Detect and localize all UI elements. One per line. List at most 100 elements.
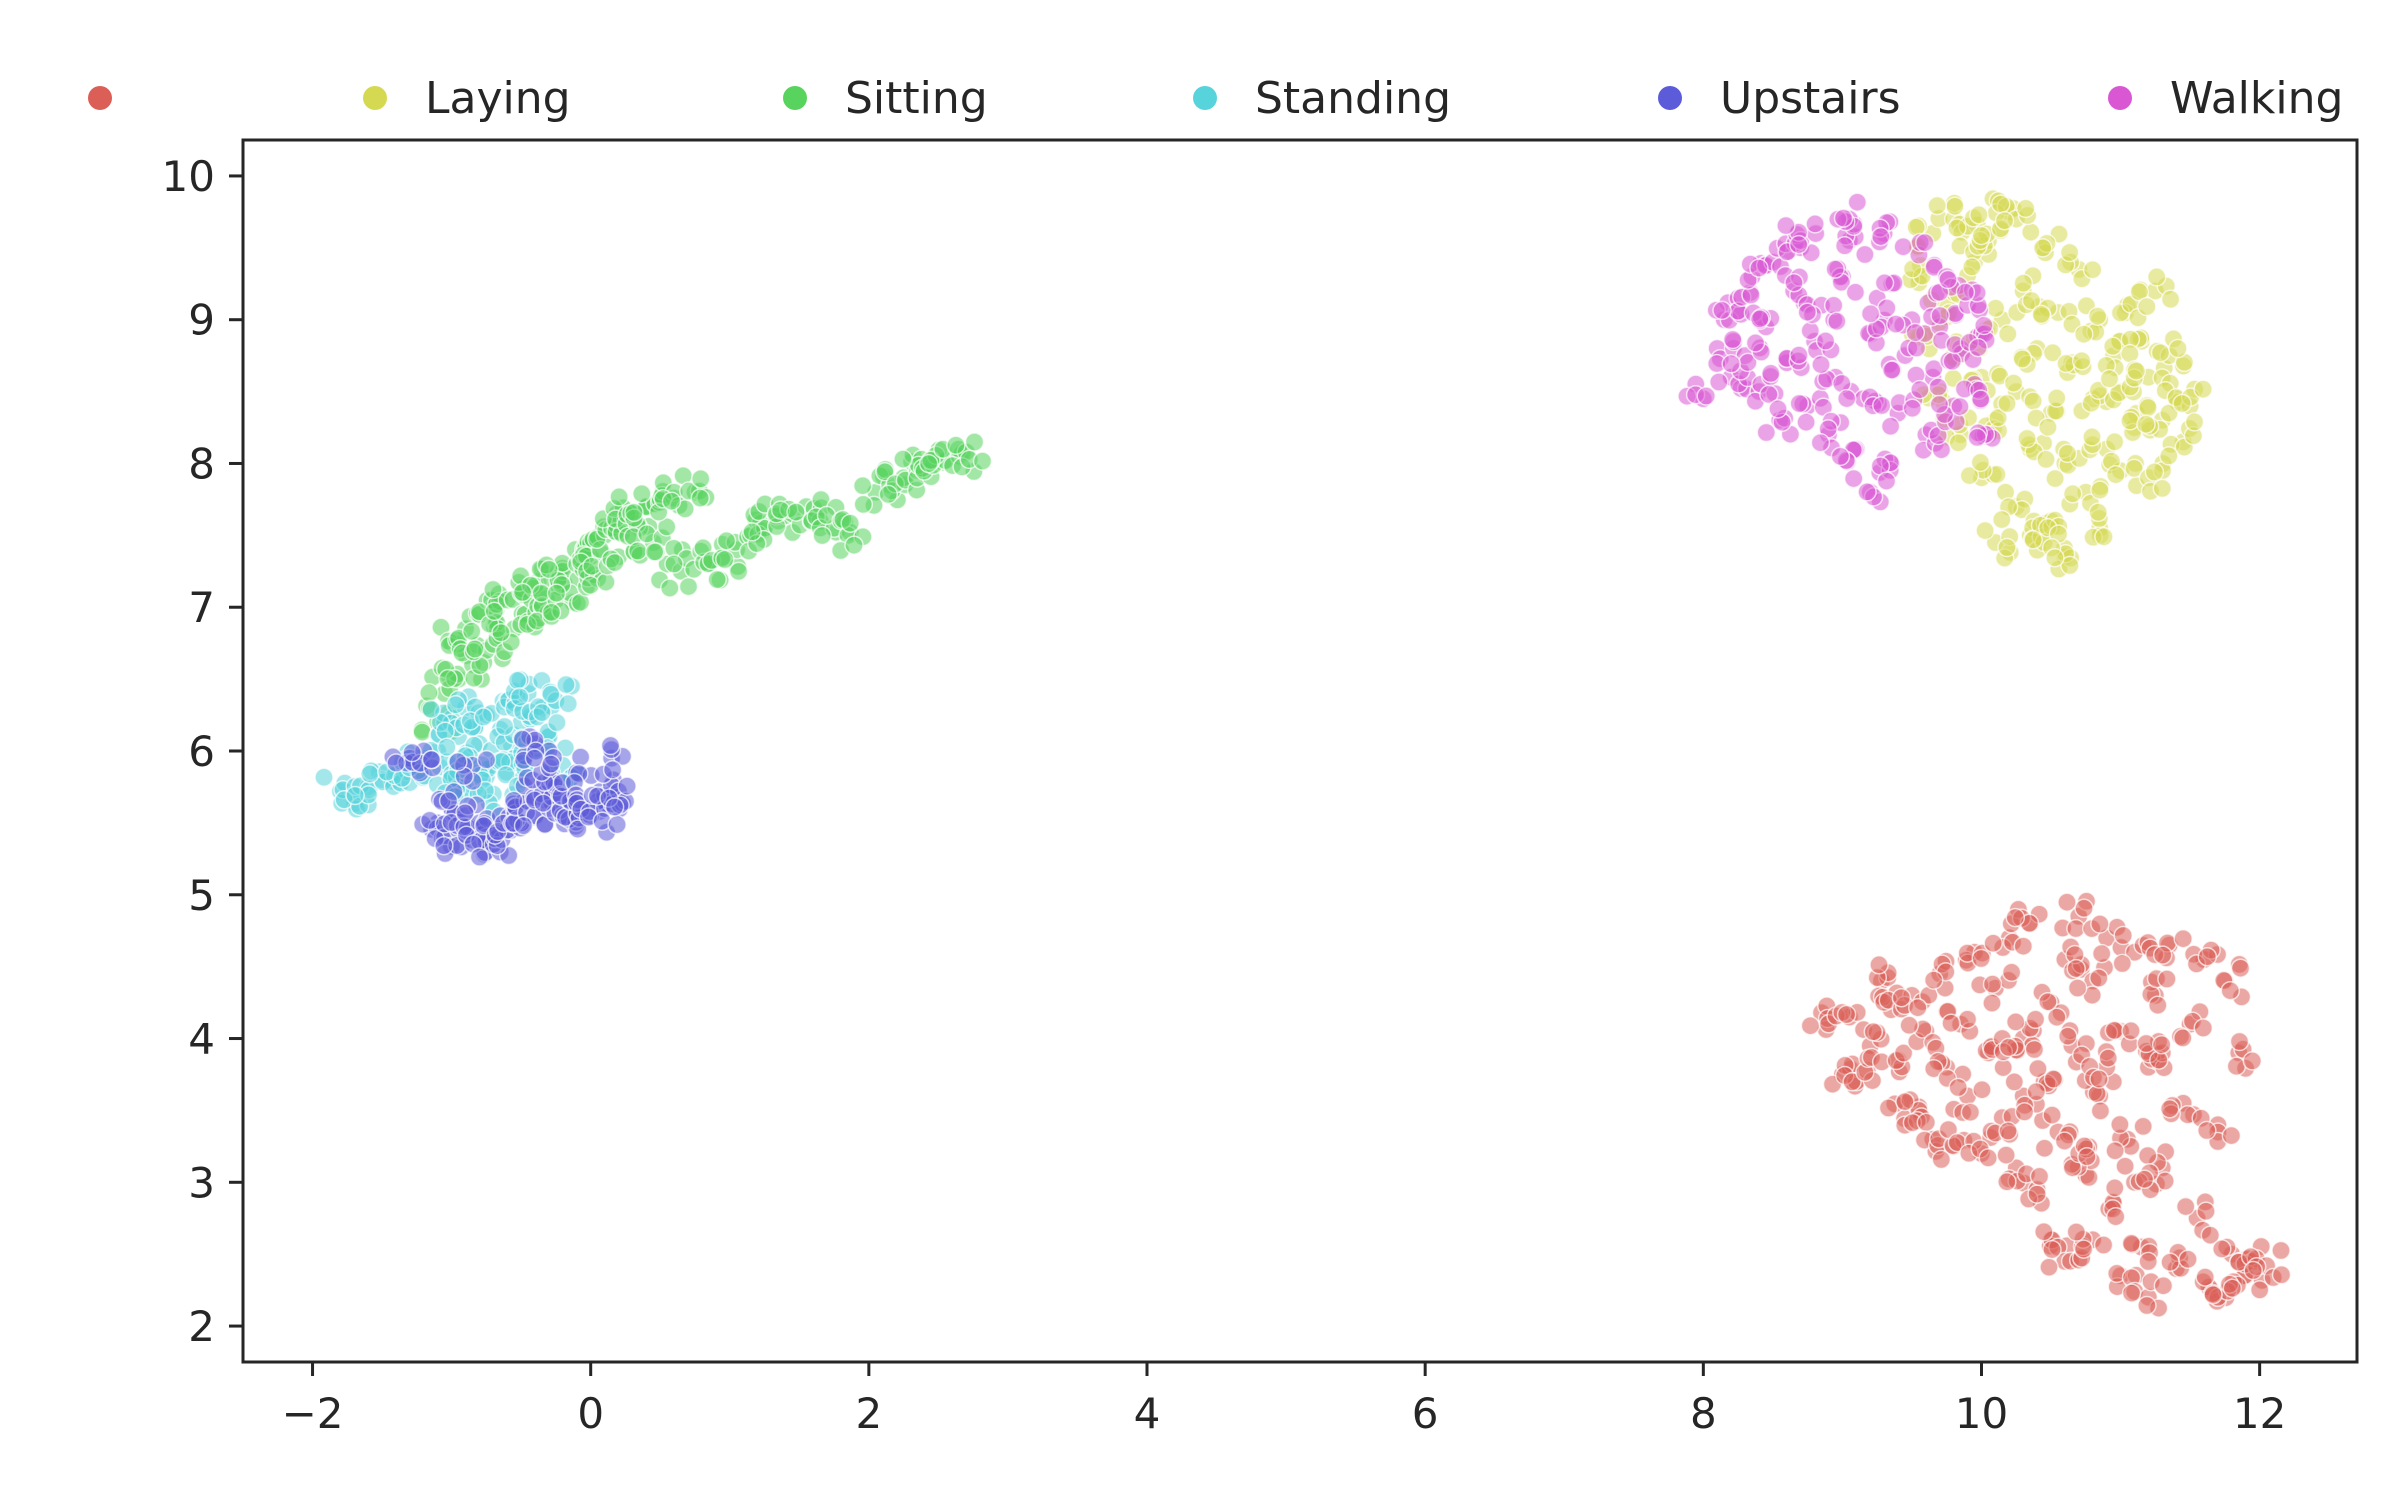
scatter-point <box>419 683 439 703</box>
scatter-point <box>1891 987 1912 1008</box>
scatter-point <box>1960 1102 1981 1122</box>
scatter-point <box>1899 1015 1919 1036</box>
scatter-point <box>2057 443 2078 464</box>
scatter-point <box>1930 305 1950 326</box>
scatter-point <box>1827 311 1847 332</box>
scatter-point <box>1982 993 2002 1013</box>
scatter-point <box>2094 527 2114 547</box>
scatter-point <box>715 549 735 570</box>
x-tick-label: 0 <box>577 1389 604 1438</box>
scatter-point <box>2229 1031 2250 1052</box>
scatter-point <box>690 488 710 508</box>
scatter-point <box>2249 1280 2270 1300</box>
scatter-point <box>1923 970 1944 990</box>
scatter-point <box>513 815 534 836</box>
scatter-point <box>1722 329 1743 350</box>
scatter-point <box>2032 238 2053 258</box>
scatter-point <box>1969 205 1989 225</box>
x-tick-label: 2 <box>855 1389 882 1438</box>
scatter-point <box>2104 432 2125 452</box>
scatter-point <box>1837 388 1857 409</box>
scatter-point <box>624 502 644 523</box>
scatter-point <box>1788 234 1809 255</box>
scatter-point <box>2099 369 2120 389</box>
legend-marker <box>363 86 387 110</box>
scatter-point <box>1836 1004 1857 1025</box>
scatter-point <box>1847 192 1868 212</box>
scatter-point <box>434 835 454 856</box>
scatter-point <box>386 753 406 773</box>
scatter-point <box>2175 1196 2196 1217</box>
scatter-point <box>1959 465 1980 486</box>
scatter-point <box>2066 1222 2087 1242</box>
y-tick-label: 7 <box>188 583 215 632</box>
scatter-point <box>473 707 494 727</box>
legend-label: Walking <box>2170 73 2343 124</box>
scatter-point <box>1997 1172 2017 1192</box>
scatter-point <box>1971 225 1992 246</box>
scatter-point <box>1811 354 1831 375</box>
legend-label: Standing <box>1255 73 1451 124</box>
scatter-point <box>2160 1252 2180 1272</box>
scatter-point <box>541 684 561 705</box>
scatter-point <box>546 583 567 603</box>
x-tick-label: 8 <box>1690 1389 1717 1438</box>
scatter-point <box>2042 1239 2062 1260</box>
scatter-point <box>1902 398 1923 419</box>
scatter-point <box>2105 1141 2125 1161</box>
scatter-point <box>2196 1201 2216 1222</box>
scatter-point <box>2089 1069 2109 1089</box>
scatter-point <box>1857 482 1877 502</box>
scatter-point <box>2137 296 2157 317</box>
scatter-point <box>656 517 677 537</box>
legend-marker <box>88 86 112 110</box>
scatter-point <box>2034 1138 2055 1159</box>
scatter-point <box>1908 997 1928 1018</box>
scatter-point <box>2038 991 2058 1012</box>
scatter-point <box>2023 530 2043 550</box>
scatter-point <box>1776 215 1796 236</box>
scatter-point <box>1881 360 1902 380</box>
scatter-point <box>664 554 684 574</box>
scatter-point <box>607 814 627 835</box>
y-tick-label: 2 <box>188 1302 215 1351</box>
scatter-point <box>1924 359 1944 379</box>
scatter-point <box>852 475 873 496</box>
scatter-point <box>2193 379 2213 399</box>
scatter-point <box>445 695 466 715</box>
scatter-point <box>547 712 567 733</box>
scatter-point <box>507 670 528 691</box>
scatter-point <box>2026 1081 2047 1102</box>
scatter-point <box>484 601 505 622</box>
scatter-point <box>435 721 455 741</box>
scatter-point <box>2271 1240 2291 1261</box>
scatter-point <box>1830 446 1851 467</box>
y-tick-label: 8 <box>188 439 215 488</box>
scatter-point <box>1978 1148 1998 1168</box>
scatter-point <box>690 469 711 489</box>
scatter-point <box>461 621 482 642</box>
scatter-point <box>1985 298 2006 319</box>
scatter-point <box>1886 314 1906 334</box>
scatter-point <box>567 819 588 839</box>
scatter-point <box>1895 1091 1915 1112</box>
scatter-point <box>314 767 334 788</box>
scatter-point <box>2172 393 2192 414</box>
scatter-point <box>1997 537 2017 558</box>
scatter-point <box>448 752 468 772</box>
scatter-point <box>2105 1178 2125 1198</box>
scatter-point <box>2121 1233 2142 1254</box>
scatter-point <box>2039 1257 2059 1277</box>
scatter-point <box>1947 218 1967 238</box>
scatter-point <box>1784 272 1804 293</box>
scatter-point <box>1938 269 1958 290</box>
scatter-point <box>2136 414 2156 434</box>
scatter-point <box>494 716 515 737</box>
scatter-point <box>1815 331 1836 351</box>
scatter-point <box>609 487 629 507</box>
scatter-point <box>1972 1079 1992 1100</box>
scatter-point <box>1948 1077 1968 1098</box>
scatter-point <box>2062 484 2083 504</box>
scatter-point <box>2074 324 2094 344</box>
